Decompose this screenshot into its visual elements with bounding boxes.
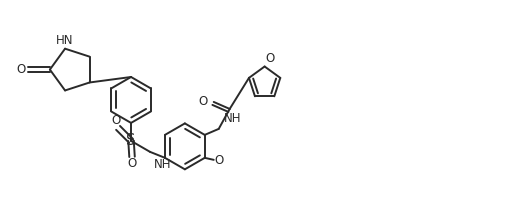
Text: O: O	[266, 52, 275, 65]
Text: O: O	[112, 114, 120, 127]
Text: O: O	[127, 157, 137, 170]
Text: O: O	[214, 154, 224, 167]
Text: NH: NH	[224, 112, 241, 125]
Text: O: O	[17, 63, 26, 76]
Text: S: S	[126, 133, 136, 148]
Text: O: O	[198, 95, 207, 108]
Text: NH: NH	[154, 158, 171, 171]
Text: HN: HN	[56, 34, 74, 47]
